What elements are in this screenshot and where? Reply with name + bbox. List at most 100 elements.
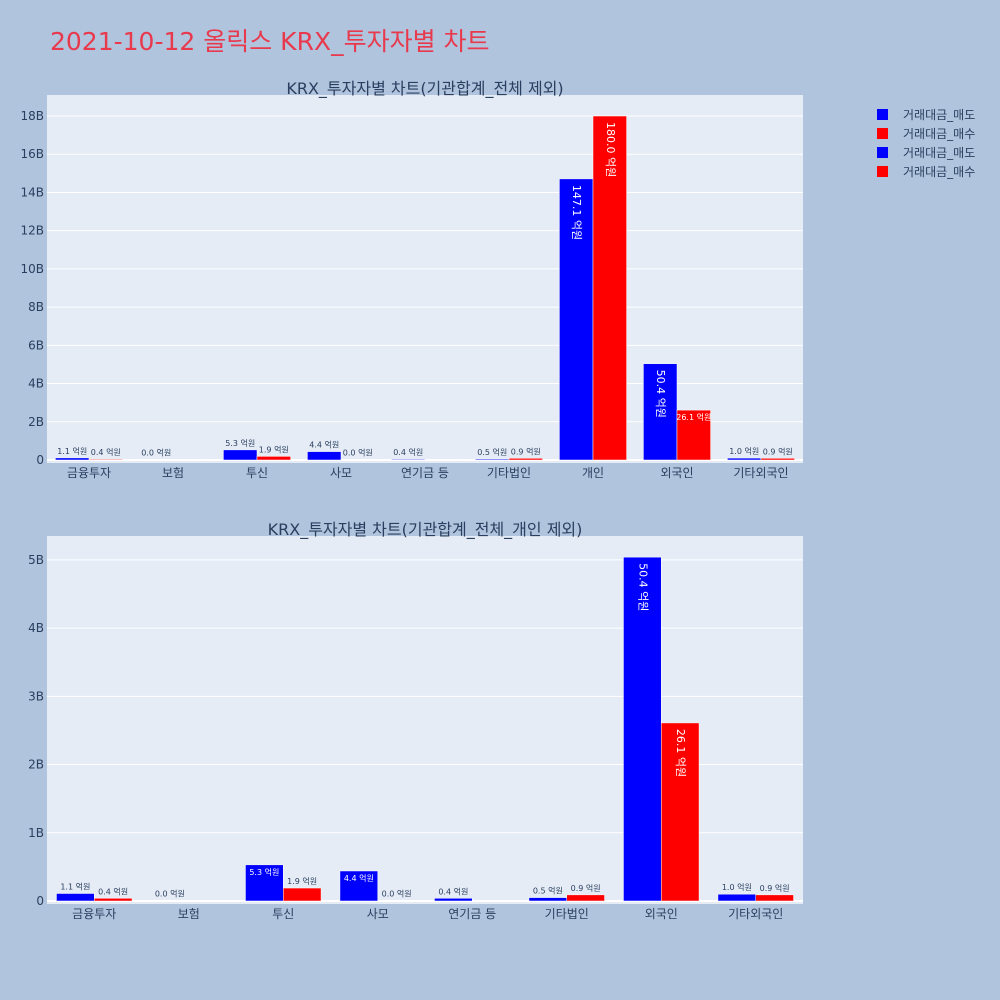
bar-sell xyxy=(150,900,189,902)
bar-buy xyxy=(377,900,416,902)
y-tick-label: 16B xyxy=(20,147,44,161)
bar-buy xyxy=(256,456,291,461)
data-label: 0.5 억원 xyxy=(533,886,563,896)
data-label: 0.4 억원 xyxy=(393,447,423,457)
bar-sell xyxy=(307,451,342,461)
legend-swatch xyxy=(877,147,888,158)
x-tick-label: 외국인 xyxy=(660,466,693,480)
data-label: 0.4 억원 xyxy=(91,447,121,457)
data-label: 26.1 억원 xyxy=(674,729,687,777)
y-tick-label: 6B xyxy=(28,338,44,352)
y-tick-label: 10B xyxy=(20,262,44,276)
y-tick-label: 8B xyxy=(28,300,44,314)
chart-main-title: 2021-10-12 올릭스 KRX_투자자별 차트 xyxy=(50,27,490,56)
x-tick-label: 투신 xyxy=(246,466,268,480)
bar-buy xyxy=(592,115,627,461)
y-tick-label: 0 xyxy=(36,894,44,908)
legend-label: 거래대금_매도 xyxy=(903,108,975,122)
data-label: 1.1 억원 xyxy=(57,446,87,456)
data-label: 0.9 억원 xyxy=(571,883,601,893)
y-tick-label: 14B xyxy=(20,185,44,199)
data-label: 5.3 억원 xyxy=(249,867,279,877)
chart-subtitle: KRX_투자자별 차트(기관합계_전체 제외) xyxy=(286,79,563,99)
bar-sell xyxy=(56,893,95,902)
chart-panel-2: 0 1B 2B 3B 4B 5B KRX_투자자별 차트(기관합계_전체_개인 제외) 금융투… xyxy=(28,520,803,921)
bar-sell xyxy=(727,457,762,461)
x-tick-label: 사모 xyxy=(330,466,352,480)
bar-buy xyxy=(94,898,133,902)
bar-sell xyxy=(391,458,426,461)
bar-buy xyxy=(755,894,794,902)
bar-buy xyxy=(760,458,795,461)
data-label: 1.1 억원 xyxy=(60,881,90,891)
bar-sell xyxy=(623,556,662,902)
bar-buy xyxy=(508,458,543,461)
bar-sell xyxy=(717,893,757,902)
y-tick-label: 1B xyxy=(28,826,44,840)
bar-sell xyxy=(643,363,678,461)
bar-buy xyxy=(676,409,711,461)
data-label: 1.9 억원 xyxy=(259,444,289,454)
bar-sell xyxy=(55,457,90,461)
data-label: 0.5 억원 xyxy=(477,447,507,457)
data-label: 0.4 억원 xyxy=(438,886,468,896)
data-label: 26.1 억원 xyxy=(676,412,711,422)
x-tick-label: 기타외국인 xyxy=(733,466,788,480)
y-tick-label: 2B xyxy=(28,415,44,429)
bar-buy xyxy=(424,459,459,461)
y-tick-label: 18B xyxy=(20,109,44,123)
bar-buy xyxy=(661,722,700,902)
data-label: 0.0 억원 xyxy=(343,448,373,458)
bar-buy xyxy=(283,887,322,902)
x-tick-label: 외국인 xyxy=(645,907,678,921)
data-label: 1.9 억원 xyxy=(287,876,317,886)
y-tick-label: 12B xyxy=(20,224,44,238)
data-label: 4.4 억원 xyxy=(309,440,339,450)
x-tick-label: 개인 xyxy=(582,466,604,480)
y-tick-label: 4B xyxy=(28,621,44,635)
bar-sell xyxy=(223,449,258,461)
data-label: 5.3 억원 xyxy=(225,438,255,448)
bar-sell xyxy=(139,459,174,461)
chart-subtitle: KRX_투자자별 차트(기관합계_전체_개인 제외) xyxy=(268,520,583,540)
legend-label: 거래대금_매수 xyxy=(903,127,975,141)
data-label: 0.0 억원 xyxy=(382,889,412,899)
legend-label: 거래대금_매수 xyxy=(903,165,975,179)
plot-area xyxy=(47,95,803,463)
bar-sell xyxy=(475,458,510,461)
bar-sell xyxy=(559,178,594,461)
bar-buy xyxy=(472,900,511,902)
y-tick-label: 0 xyxy=(36,453,44,467)
bar-buy xyxy=(172,459,207,461)
x-tick-label: 금융투자 xyxy=(67,466,111,480)
x-tick-label: 연기금 등 xyxy=(401,466,449,480)
legend-swatch xyxy=(877,128,888,139)
x-tick-label: 기타외국인 xyxy=(728,907,783,921)
bar-sell xyxy=(339,870,379,902)
bar-buy xyxy=(566,894,605,902)
x-tick-label: 투신 xyxy=(272,907,294,921)
x-tick-label: 기타법인 xyxy=(545,907,589,921)
x-tick-label: 금융투자 xyxy=(72,907,116,921)
data-label: 0.9 억원 xyxy=(760,883,790,893)
data-label: 1.0 억원 xyxy=(729,446,759,456)
bar-buy xyxy=(88,458,123,461)
legend-label: 거래대금_매도 xyxy=(903,146,975,160)
bar-buy xyxy=(340,459,375,461)
chart-panel-1: 0 2B 4B 6B 8B 10B 12B 14B 16B 18B KRX_투자자별 차트(기관합계… xyxy=(20,79,803,480)
data-label: 4.4 억원 xyxy=(344,873,374,883)
data-label: 0.4 억원 xyxy=(98,886,128,896)
bar-buy xyxy=(188,900,227,902)
data-label: 0.9 억원 xyxy=(511,446,541,456)
bar-sell xyxy=(434,898,473,902)
data-label: 0.0 억원 xyxy=(141,448,171,458)
data-label: 50.4 억원 xyxy=(654,370,667,418)
bar-sell xyxy=(245,864,284,902)
x-tick-label: 보험 xyxy=(178,907,200,921)
x-tick-label: 기타법인 xyxy=(487,466,531,480)
data-label: 0.9 억원 xyxy=(763,446,793,456)
data-label: 147.1 억원 xyxy=(570,185,583,240)
x-tick-label: 연기금 등 xyxy=(448,907,496,921)
